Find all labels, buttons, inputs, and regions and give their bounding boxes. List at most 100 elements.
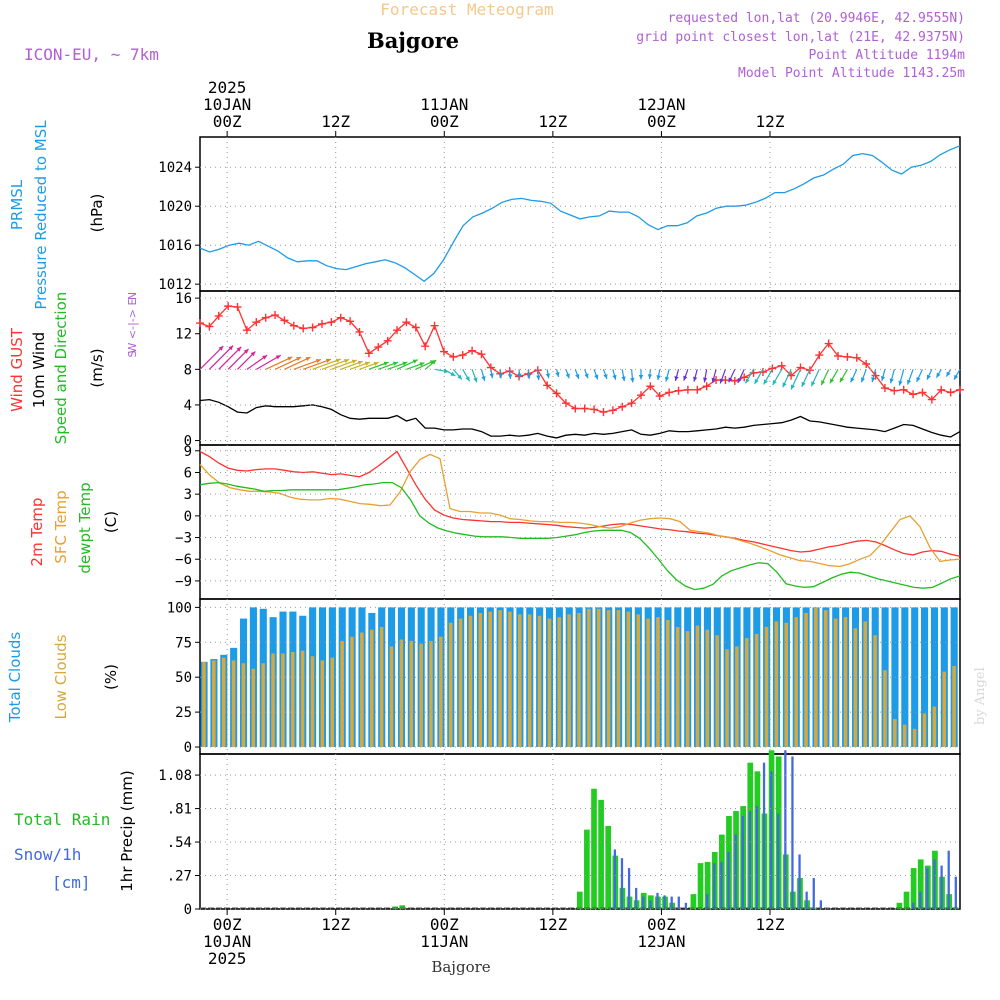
wind-arrow-head	[287, 356, 293, 361]
ytick-label: 1024	[158, 160, 192, 176]
bar-snow	[706, 894, 709, 909]
bar-low-clouds	[873, 635, 877, 748]
bar-snow	[798, 854, 801, 909]
frame-precip	[199, 753, 961, 910]
bar-low-clouds	[567, 614, 571, 748]
ytick-label: 6	[184, 465, 192, 481]
bar-low-clouds	[360, 632, 364, 748]
bar-snow	[741, 816, 744, 909]
ytick-label: 3	[184, 487, 192, 503]
bar-snow	[627, 868, 631, 909]
bar-low-clouds	[912, 728, 917, 748]
panel-ylabel: (C)	[102, 511, 120, 533]
top-time-label: 00Z	[213, 112, 242, 131]
bottom-time-label: 10JAN	[203, 932, 251, 951]
bar-snow	[748, 811, 751, 909]
bar-low-clouds	[725, 649, 729, 748]
bar-rain	[605, 825, 612, 909]
bar-low-clouds	[853, 628, 858, 748]
bar-low-clouds	[419, 643, 423, 748]
bottom-time-label: 12JAN	[637, 932, 685, 951]
bar-low-clouds	[902, 724, 907, 748]
bar-snow	[912, 902, 915, 909]
bar-low-clouds	[774, 621, 779, 748]
wind-arrow-head	[871, 377, 876, 383]
bar-low-clouds	[606, 610, 611, 748]
bar-snow	[954, 876, 957, 909]
bar-snow	[755, 806, 759, 909]
bar-total-clouds	[901, 607, 909, 748]
wind-arrow-head	[236, 346, 242, 352]
model-point-altitude: Model Point Altitude 1143.25m	[738, 66, 965, 81]
wind-arrow-head	[754, 378, 759, 384]
wind-arrow-head	[674, 376, 679, 381]
wind-arrow-head	[536, 375, 541, 381]
bar-total-clouds	[921, 607, 929, 748]
bar-rain	[704, 861, 711, 909]
bar-low-clouds	[695, 625, 700, 748]
series-line-2m-temp	[199, 450, 961, 557]
panel-ylabel: 1hr Precip (mm)	[118, 770, 136, 891]
bar-low-clouds	[429, 640, 433, 748]
bar-low-clouds	[320, 660, 325, 748]
bar-low-clouds	[231, 660, 236, 748]
bar-low-clouds	[379, 626, 384, 748]
ytick-label: 8	[184, 362, 192, 378]
wind-arrow-head	[498, 373, 503, 379]
wind-arrow	[274, 356, 302, 370]
panel-ylabel: Pressure Reduced to MSL	[32, 120, 50, 310]
series-line-dewpt-temp	[199, 481, 961, 591]
wind-arrow-head	[364, 361, 370, 366]
bar-low-clouds	[537, 615, 542, 748]
bar-low-clouds	[784, 622, 789, 748]
wind-arrow-head	[393, 361, 399, 366]
bar-snow	[635, 887, 638, 909]
bar-low-clouds	[843, 617, 848, 748]
wind-arrow	[321, 358, 350, 370]
bar-snow	[713, 863, 716, 909]
wind-arrow	[303, 358, 332, 370]
wind-arrow-head	[335, 358, 341, 363]
ytick-label: 16	[175, 291, 192, 307]
bar-snow	[734, 834, 737, 909]
wind-arrow-head	[772, 379, 777, 385]
bar-snow	[762, 762, 766, 909]
station-name: Bajgore	[367, 28, 459, 53]
panel-ylabel: Low Clouds	[52, 634, 70, 719]
wind-arrow-head	[243, 348, 249, 354]
wind-arrow-head	[594, 374, 599, 380]
wind-arrow-head	[275, 355, 281, 360]
ytick-label: 50	[175, 670, 192, 686]
bar-low-clouds	[439, 636, 443, 748]
bar-rain	[576, 891, 583, 909]
ytick-label: 9	[184, 444, 192, 460]
bar-snow	[933, 859, 936, 909]
bar-low-clouds	[212, 660, 216, 748]
series-line-sfc-temp	[199, 453, 961, 568]
wind-arrow-head	[839, 377, 845, 383]
wind-arrow	[293, 358, 322, 370]
bar-snow	[613, 849, 617, 909]
wind-arrow	[284, 356, 311, 370]
wind-arrow-head	[296, 357, 302, 362]
legend-rain: Total Rain	[14, 810, 110, 829]
wind-arrow-head	[791, 384, 795, 390]
ytick-label: 0	[184, 902, 192, 918]
wind-arrow-head	[325, 358, 331, 363]
bar-rain	[903, 891, 910, 909]
bar-snow	[720, 861, 723, 909]
wind-arrow-head	[889, 378, 894, 384]
gridpoint-coords: grid point closest lon,lat (21E, 42.9375…	[636, 30, 965, 45]
wind-arrow-head	[829, 378, 835, 384]
wind-arrow-head	[419, 362, 425, 367]
bar-rain	[591, 788, 597, 909]
bar-low-clouds	[804, 612, 808, 748]
panel-ylabel: S	[126, 350, 139, 357]
wind-arrow-head	[946, 371, 951, 377]
bar-low-clouds	[221, 657, 226, 748]
bar-rain	[584, 829, 590, 909]
wind-arrow-head	[545, 373, 551, 379]
bar-snow	[727, 851, 730, 909]
wind-arrow-head	[621, 376, 626, 382]
wind-arrow-head	[850, 377, 855, 383]
